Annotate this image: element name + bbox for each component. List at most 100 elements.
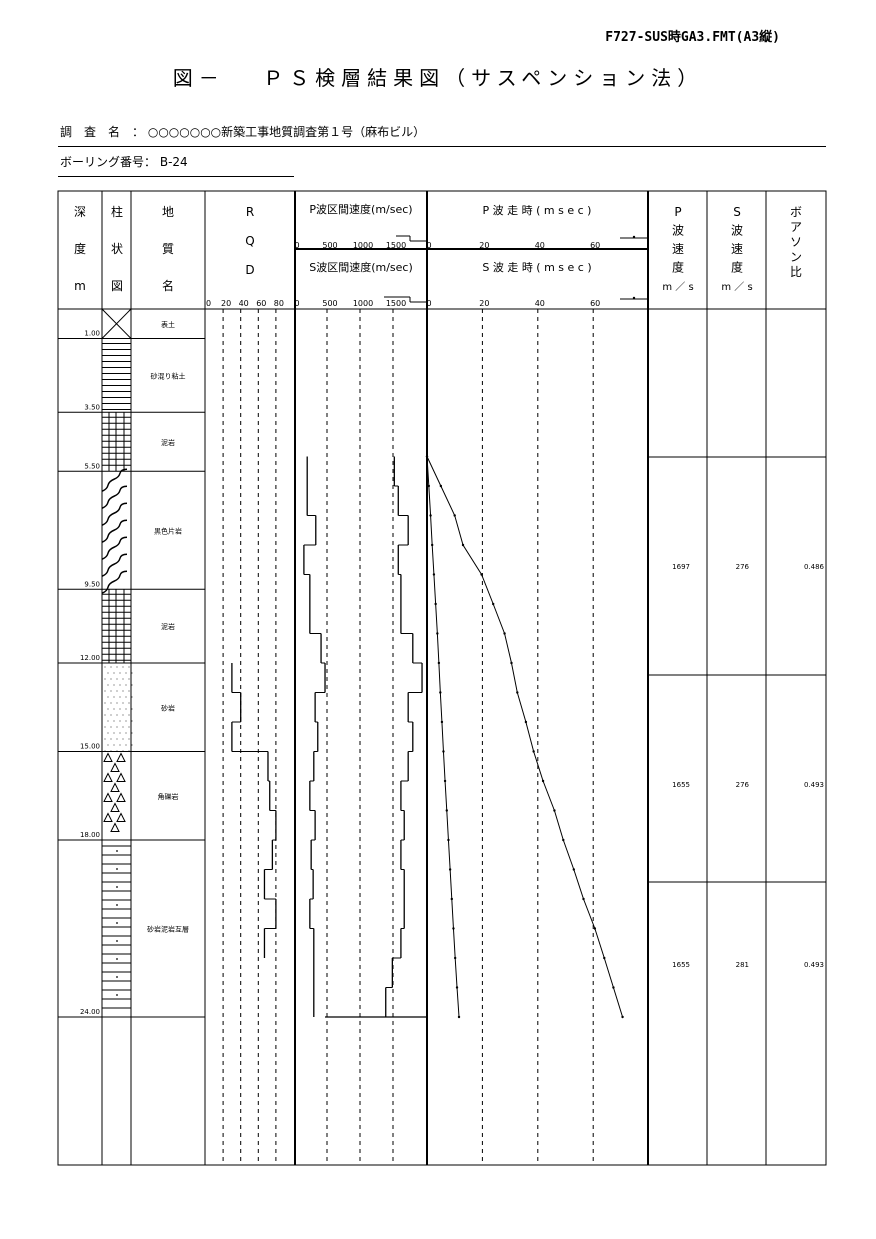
column-pattern-wavy xyxy=(101,468,128,594)
gravel-triangle xyxy=(110,762,120,772)
schist-wave xyxy=(101,536,128,560)
p-speed-header: m ／ s xyxy=(662,281,693,293)
layer-name: 泥岩 xyxy=(161,622,175,631)
p-travel-time-point xyxy=(430,543,434,547)
column-pattern-grid xyxy=(102,412,131,472)
p-travel-time-point xyxy=(443,779,447,783)
sand-dot xyxy=(107,684,109,686)
sand-dot xyxy=(116,904,118,906)
schist-wave xyxy=(101,570,128,594)
sand-dot xyxy=(128,738,130,740)
gravel-triangle xyxy=(103,772,113,782)
sand-dot xyxy=(119,732,121,734)
layer-name: 砂混り粘土 xyxy=(151,371,186,380)
gravel-triangle xyxy=(110,822,120,832)
s-speed-header: 速 xyxy=(731,242,743,256)
s-speed-header: 度 xyxy=(731,260,743,275)
poisson-ratio-value: 0.493 xyxy=(804,781,824,789)
cross-line xyxy=(101,308,132,339)
sand-dot xyxy=(116,750,118,752)
sand-dot xyxy=(119,684,121,686)
s-wave-velocity-value: 276 xyxy=(736,563,750,571)
column-header: 図 xyxy=(111,279,123,293)
p-travel-time-point xyxy=(450,897,453,901)
rqd-tick-label: 60 xyxy=(256,299,266,308)
sand-dot xyxy=(104,678,106,680)
column-pattern-hlines xyxy=(102,343,131,410)
s-travel-time-point xyxy=(425,455,429,458)
sand-dot xyxy=(116,690,118,692)
p-travel-time-point xyxy=(427,484,431,488)
s-travel-time-point xyxy=(621,1015,624,1019)
boring-label: ボーリング番号： xyxy=(60,155,157,169)
p-wave-velocity-value: 1655 xyxy=(672,781,690,789)
time-tick-label: 40 xyxy=(535,299,545,308)
form-id: F727-SUS時GA3.FMT(A3縦) xyxy=(605,30,780,45)
legend-marker xyxy=(632,296,636,300)
velocity-tick-label: 1000 xyxy=(353,299,373,308)
p-travel-time-point xyxy=(452,927,455,930)
sand-dot xyxy=(125,732,127,734)
p-travel-time-point xyxy=(440,720,444,724)
divider xyxy=(58,176,294,177)
sand-dot xyxy=(125,708,127,710)
s-speed-header: 波 xyxy=(731,224,743,238)
sand-dot xyxy=(116,738,118,740)
s-travel-time-point xyxy=(439,484,443,488)
rqd-tick-label: 20 xyxy=(221,299,231,308)
p-velocity-header: P波区間速度(m/sec) xyxy=(309,202,412,216)
time-tick-label: 0 xyxy=(426,241,431,250)
sand-dot xyxy=(107,672,109,674)
sand-dot xyxy=(116,726,118,728)
time-tick-label: 60 xyxy=(590,241,600,250)
gravel-triangle xyxy=(116,812,126,822)
time-tick-label: 20 xyxy=(479,241,489,250)
sand-dot xyxy=(107,744,109,746)
time-tick-label: 20 xyxy=(479,299,489,308)
layer-name: 黒色片岩 xyxy=(154,526,182,535)
s-speed-header: m ／ s xyxy=(721,281,752,293)
rqd-tick-label: 0 xyxy=(206,299,211,308)
p-travel-time-point xyxy=(455,986,459,989)
divider xyxy=(58,146,826,147)
sand-dot xyxy=(128,690,130,692)
sand-dot xyxy=(131,672,133,674)
rqd-tick-label: 80 xyxy=(274,299,284,308)
sand-dot xyxy=(131,708,133,710)
rqd-tick-label: 40 xyxy=(239,299,249,308)
gravel-triangle xyxy=(103,812,113,822)
s-travel-time-point xyxy=(516,691,519,694)
s-travel-time-point xyxy=(612,986,615,989)
sand-dot xyxy=(131,744,133,746)
sand-dot xyxy=(116,868,118,870)
sand-dot xyxy=(116,976,118,978)
time-tick-label: 60 xyxy=(590,299,600,308)
sand-dot xyxy=(110,678,112,680)
sand-dot xyxy=(128,726,130,728)
gravel-triangle xyxy=(116,752,126,762)
velocity-tick-label: 1500 xyxy=(386,241,406,250)
sand-dot xyxy=(107,696,109,698)
sand-dot xyxy=(104,738,106,740)
sand-dot xyxy=(113,684,115,686)
sand-dot xyxy=(122,702,124,704)
s-travel-time-point xyxy=(453,514,456,517)
velocity-tick-label: 500 xyxy=(322,241,337,250)
poisson-header: ア xyxy=(790,220,802,234)
sand-dot xyxy=(113,744,115,746)
column-header: 状 xyxy=(111,242,123,256)
p-travel-time-point xyxy=(436,632,439,635)
sand-dot xyxy=(116,666,118,668)
geology-header: 名 xyxy=(162,278,174,293)
layer-name: 砂岩 xyxy=(161,703,175,712)
sand-dot xyxy=(116,940,118,942)
column-pattern-triangles xyxy=(103,752,126,832)
sand-dot xyxy=(128,702,130,704)
sand-dot xyxy=(131,732,133,734)
s-wave-velocity-value: 281 xyxy=(736,961,749,969)
sand-dot xyxy=(122,714,124,716)
sand-dot xyxy=(131,720,133,722)
s-travel-time-point xyxy=(593,927,597,930)
sand-dot xyxy=(128,750,130,752)
